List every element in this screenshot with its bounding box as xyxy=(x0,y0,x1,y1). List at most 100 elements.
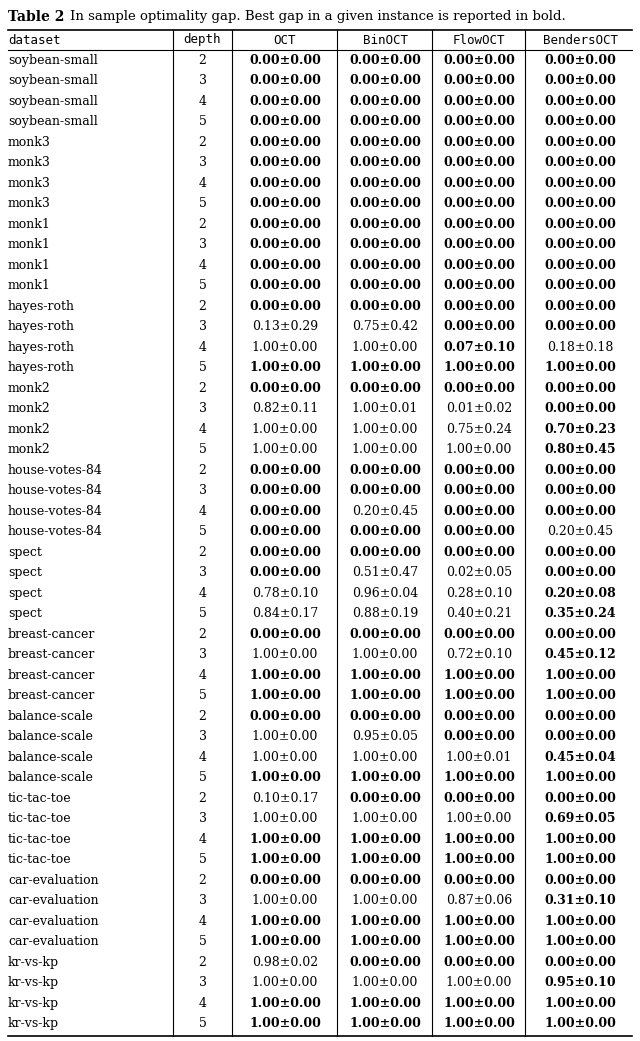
Text: 0.00±0.00: 0.00±0.00 xyxy=(443,321,515,333)
Text: 1.00±0.00: 1.00±0.00 xyxy=(252,649,318,661)
Text: 0.00±0.00: 0.00±0.00 xyxy=(544,792,616,805)
Text: 0.00±0.00: 0.00±0.00 xyxy=(249,238,321,251)
Text: 5: 5 xyxy=(198,1017,207,1031)
Text: 0.00±0.00: 0.00±0.00 xyxy=(249,710,321,722)
Text: 0.00±0.00: 0.00±0.00 xyxy=(443,710,515,722)
Text: In sample optimality gap. Best gap in a given instance is reported in bold.: In sample optimality gap. Best gap in a … xyxy=(70,10,566,23)
Text: 0.00±0.00: 0.00±0.00 xyxy=(249,545,321,559)
Text: 0.87±0.06: 0.87±0.06 xyxy=(446,894,512,908)
Text: 1.00±0.00: 1.00±0.00 xyxy=(443,996,515,1010)
Text: 1.00±0.00: 1.00±0.00 xyxy=(252,340,318,354)
Text: 0.00±0.00: 0.00±0.00 xyxy=(544,54,616,67)
Text: hayes-roth: hayes-roth xyxy=(8,361,75,375)
Text: 0.00±0.00: 0.00±0.00 xyxy=(443,792,515,805)
Text: 1.00±0.00: 1.00±0.00 xyxy=(349,771,421,784)
Text: 1.00±0.00: 1.00±0.00 xyxy=(544,361,616,375)
Text: 0.00±0.00: 0.00±0.00 xyxy=(544,156,616,170)
Text: 0.00±0.00: 0.00±0.00 xyxy=(443,156,515,170)
Text: 3: 3 xyxy=(198,402,207,415)
Text: 0.00±0.00: 0.00±0.00 xyxy=(544,730,616,743)
Text: 0.00±0.00: 0.00±0.00 xyxy=(249,177,321,189)
Text: 1.00±0.00: 1.00±0.00 xyxy=(352,649,418,661)
Text: 1.00±0.00: 1.00±0.00 xyxy=(349,833,421,845)
Text: 4: 4 xyxy=(198,587,207,600)
Text: 1.00±0.00: 1.00±0.00 xyxy=(252,443,318,456)
Text: 0.75±0.42: 0.75±0.42 xyxy=(352,321,418,333)
Text: 0.00±0.00: 0.00±0.00 xyxy=(249,484,321,498)
Text: 0.00±0.00: 0.00±0.00 xyxy=(249,628,321,641)
Text: 4: 4 xyxy=(198,505,207,517)
Text: 0.00±0.00: 0.00±0.00 xyxy=(349,238,421,251)
Text: 5: 5 xyxy=(198,197,207,210)
Text: 1.00±0.00: 1.00±0.00 xyxy=(352,894,418,908)
Text: 1.00±0.00: 1.00±0.00 xyxy=(252,730,318,743)
Text: 1.00±0.00: 1.00±0.00 xyxy=(252,976,318,989)
Text: balance-scale: balance-scale xyxy=(8,730,94,743)
Text: 0.00±0.00: 0.00±0.00 xyxy=(349,484,421,498)
Text: monk1: monk1 xyxy=(8,279,51,293)
Text: breast-cancer: breast-cancer xyxy=(8,628,95,641)
Text: spect: spect xyxy=(8,545,42,559)
Text: soybean-small: soybean-small xyxy=(8,116,98,128)
Text: 0.20±0.45: 0.20±0.45 xyxy=(352,505,418,517)
Text: 0.00±0.00: 0.00±0.00 xyxy=(544,197,616,210)
Text: 1.00±0.00: 1.00±0.00 xyxy=(446,812,512,826)
Text: 0.75±0.24: 0.75±0.24 xyxy=(446,423,512,436)
Text: tic-tac-toe: tic-tac-toe xyxy=(8,854,72,866)
Text: 1.00±0.00: 1.00±0.00 xyxy=(544,854,616,866)
Text: 0.00±0.00: 0.00±0.00 xyxy=(349,463,421,477)
Text: 5: 5 xyxy=(198,526,207,538)
Text: 5: 5 xyxy=(198,689,207,703)
Text: 1.00±0.00: 1.00±0.00 xyxy=(443,1017,515,1031)
Text: 1.00±0.00: 1.00±0.00 xyxy=(252,423,318,436)
Text: 1.00±0.00: 1.00±0.00 xyxy=(446,443,512,456)
Text: 0.00±0.00: 0.00±0.00 xyxy=(544,259,616,272)
Text: 0.45±0.04: 0.45±0.04 xyxy=(544,751,616,764)
Text: 0.00±0.00: 0.00±0.00 xyxy=(349,259,421,272)
Text: 0.00±0.00: 0.00±0.00 xyxy=(544,177,616,189)
Text: 0.00±0.00: 0.00±0.00 xyxy=(349,95,421,108)
Text: 1.00±0.00: 1.00±0.00 xyxy=(443,833,515,845)
Text: 1.00±0.00: 1.00±0.00 xyxy=(349,668,421,682)
Text: 4: 4 xyxy=(198,833,207,845)
Text: 4: 4 xyxy=(198,423,207,436)
Text: 3: 3 xyxy=(198,730,207,743)
Text: monk3: monk3 xyxy=(8,197,51,210)
Text: kr-vs-kp: kr-vs-kp xyxy=(8,1017,59,1031)
Text: breast-cancer: breast-cancer xyxy=(8,668,95,682)
Text: 1.00±0.00: 1.00±0.00 xyxy=(249,361,321,375)
Text: car-evaluation: car-evaluation xyxy=(8,873,99,887)
Text: 0.00±0.00: 0.00±0.00 xyxy=(249,156,321,170)
Text: 1.00±0.00: 1.00±0.00 xyxy=(349,996,421,1010)
Text: 1.00±0.00: 1.00±0.00 xyxy=(249,1017,321,1031)
Text: 1.00±0.01: 1.00±0.01 xyxy=(446,751,512,764)
Text: 0.00±0.00: 0.00±0.00 xyxy=(349,116,421,128)
Text: 0.00±0.00: 0.00±0.00 xyxy=(249,463,321,477)
Text: 1.00±0.00: 1.00±0.00 xyxy=(544,771,616,784)
Text: 0.84±0.17: 0.84±0.17 xyxy=(252,607,318,620)
Text: 1.00±0.00: 1.00±0.00 xyxy=(544,668,616,682)
Text: 0.88±0.19: 0.88±0.19 xyxy=(352,607,418,620)
Text: 2: 2 xyxy=(198,463,207,477)
Text: 0.00±0.00: 0.00±0.00 xyxy=(544,95,616,108)
Text: hayes-roth: hayes-roth xyxy=(8,321,75,333)
Text: 0.00±0.00: 0.00±0.00 xyxy=(443,505,515,517)
Text: 1.00±0.00: 1.00±0.00 xyxy=(544,1017,616,1031)
Text: breast-cancer: breast-cancer xyxy=(8,649,95,661)
Text: house-votes-84: house-votes-84 xyxy=(8,484,103,498)
Text: 2: 2 xyxy=(198,135,207,149)
Text: monk3: monk3 xyxy=(8,156,51,170)
Text: 0.28±0.10: 0.28±0.10 xyxy=(446,587,512,600)
Text: 0.02±0.05: 0.02±0.05 xyxy=(446,566,512,579)
Text: 0.00±0.00: 0.00±0.00 xyxy=(249,74,321,87)
Text: monk2: monk2 xyxy=(8,382,51,395)
Text: soybean-small: soybean-small xyxy=(8,54,98,67)
Text: 0.00±0.00: 0.00±0.00 xyxy=(544,545,616,559)
Text: 0.00±0.00: 0.00±0.00 xyxy=(443,526,515,538)
Text: 0.00±0.00: 0.00±0.00 xyxy=(443,484,515,498)
Text: 1.00±0.00: 1.00±0.00 xyxy=(544,833,616,845)
Text: monk1: monk1 xyxy=(8,238,51,251)
Text: 0.00±0.00: 0.00±0.00 xyxy=(443,382,515,395)
Text: 0.35±0.24: 0.35±0.24 xyxy=(544,607,616,620)
Text: 1.00±0.00: 1.00±0.00 xyxy=(544,935,616,948)
